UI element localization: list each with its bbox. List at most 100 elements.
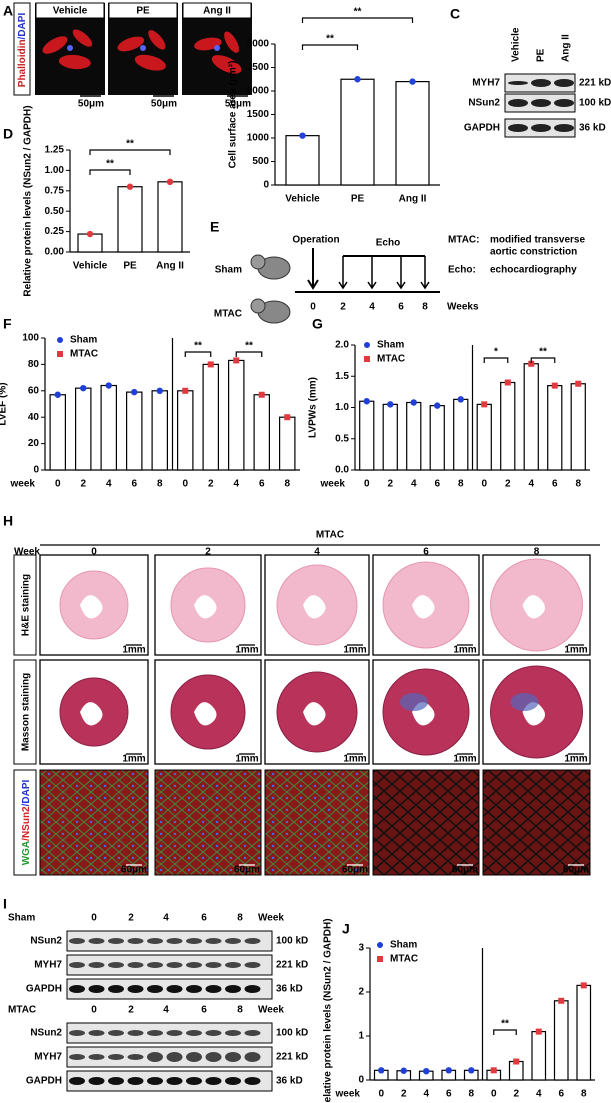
band <box>88 938 105 944</box>
x-tick-label: 4 <box>528 479 534 490</box>
band <box>88 1077 105 1085</box>
x-tick-label: 6 <box>131 479 137 490</box>
cell <box>58 54 91 70</box>
y-tick-label: 2500 <box>247 62 270 73</box>
lumen <box>194 702 217 726</box>
week-label: 2 <box>128 913 134 924</box>
week-label: 6 <box>201 1005 207 1016</box>
band <box>225 1030 241 1036</box>
bar <box>228 359 245 471</box>
x-tick-label: 6 <box>552 479 558 490</box>
x-tick-label: 0 <box>182 479 188 490</box>
band <box>186 985 202 993</box>
band <box>225 985 241 993</box>
cell <box>224 31 239 53</box>
legend-label: MTAC <box>377 354 405 365</box>
mean-marker <box>354 76 361 83</box>
size-label: 100 kD <box>276 1028 308 1039</box>
x-tick-label: 0 <box>491 1089 497 1100</box>
x-tick-label: 2 <box>513 1089 519 1100</box>
mean-marker <box>468 1067 475 1074</box>
band <box>225 1052 241 1062</box>
y-tick-label: 1000 <box>247 133 270 144</box>
nucleus <box>140 45 146 51</box>
bar <box>429 405 445 471</box>
mouse-head <box>250 298 266 314</box>
size-label: 100 kD <box>579 98 611 109</box>
band <box>108 1077 124 1085</box>
band <box>205 938 222 944</box>
arrow <box>367 256 377 290</box>
bar <box>570 383 586 471</box>
cell <box>148 30 166 50</box>
x-tick-label: 8 <box>581 1089 587 1100</box>
week-label: 4 <box>314 547 320 558</box>
mean-marker <box>575 380 582 387</box>
legend-swatch <box>364 356 370 362</box>
significance-label: * <box>494 347 498 358</box>
bar <box>74 387 92 471</box>
mean-marker <box>182 387 189 394</box>
mean-marker <box>409 78 416 85</box>
band <box>531 79 551 87</box>
bar <box>253 394 271 471</box>
y-tick-label: 2000 <box>247 86 270 97</box>
lane-label: Vehicle <box>511 27 522 62</box>
mean-marker <box>457 396 464 403</box>
y-tick-label: 1.0 <box>335 402 349 413</box>
y-tick-label: 20 <box>28 438 40 449</box>
x-tick-label: 6 <box>558 1089 564 1100</box>
mean-marker <box>166 178 174 186</box>
bar <box>49 394 66 471</box>
x-tick-label: Vehicle <box>285 194 320 205</box>
size-label: 100 kD <box>276 936 308 947</box>
y-tick-label: 1 <box>358 1031 364 1042</box>
band <box>127 962 144 968</box>
y-tick-label: 1500 <box>247 109 270 120</box>
scale-label: 1mm <box>453 754 476 765</box>
x-tick-label: 2 <box>505 479 511 490</box>
legend-text: aortic constriction <box>490 247 577 258</box>
scale-label: 1mm <box>343 645 366 656</box>
x-tick-label: 2 <box>80 479 86 490</box>
significance-label: ** <box>501 1019 509 1030</box>
stain-box <box>13 659 37 765</box>
cell <box>72 29 93 47</box>
mean-marker <box>551 382 558 389</box>
significance-label: ** <box>194 341 202 352</box>
protein-label: NSun2 <box>30 1028 62 1039</box>
protein-label: GAPDH <box>26 1076 62 1087</box>
week-label: 8 <box>422 302 428 313</box>
band <box>531 124 551 132</box>
mean-marker <box>363 398 370 405</box>
legend-label: MTAC <box>390 954 418 965</box>
mean-marker <box>535 1028 542 1035</box>
wga-image <box>154 769 262 876</box>
panel-letter: G <box>312 316 323 332</box>
band <box>186 962 202 968</box>
bar <box>151 390 169 471</box>
x-tick-label: PE <box>123 261 137 272</box>
mean-marker <box>207 361 214 368</box>
lumen <box>303 595 326 619</box>
nucleus <box>67 45 73 51</box>
x-tick-label: 8 <box>468 1089 474 1100</box>
band <box>88 985 105 993</box>
mean-marker <box>284 414 291 421</box>
bar <box>359 400 375 471</box>
group-label: MTAC <box>316 530 344 541</box>
bar <box>157 181 183 253</box>
label-box <box>35 2 105 19</box>
significance-bracket <box>483 357 509 363</box>
cell <box>134 54 166 71</box>
protein-label: MYH7 <box>34 1052 62 1063</box>
week-label: 0 <box>91 1005 97 1016</box>
protein-label: MYH7 <box>472 78 500 89</box>
scale-label: 60μm <box>452 865 478 876</box>
band <box>88 962 105 968</box>
mean-marker <box>490 1067 497 1074</box>
week-label: 6 <box>398 302 404 313</box>
y-axis-label: Relative protein levels (NSun2 / GAPDH) <box>323 918 334 1103</box>
stain-part: /NSun2 <box>21 806 32 841</box>
